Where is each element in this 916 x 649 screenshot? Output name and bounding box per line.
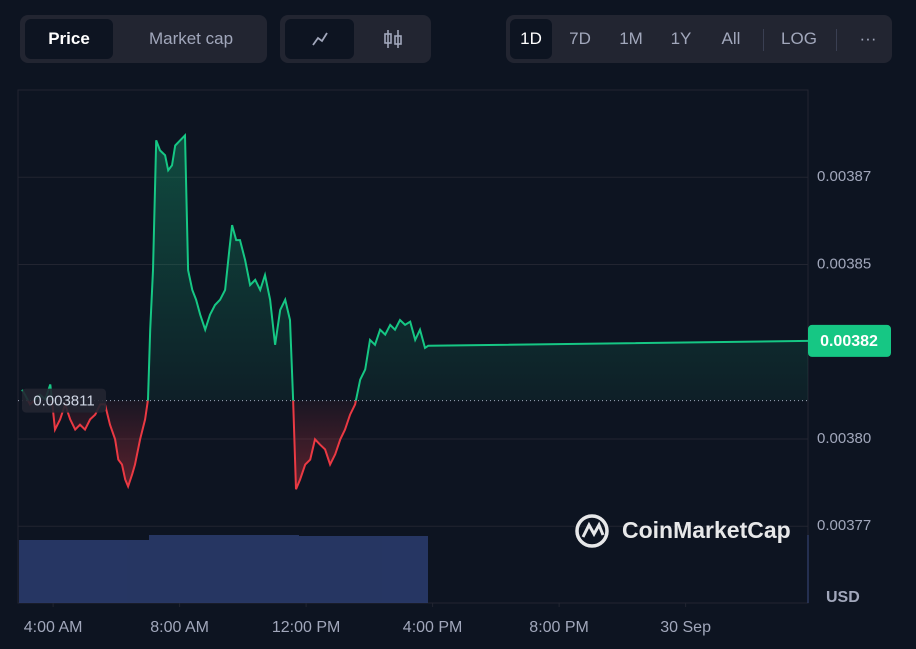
chart-style-group <box>280 15 431 63</box>
price-tab[interactable]: Price <box>25 19 113 59</box>
x-tick-label: 8:00 AM <box>150 619 209 636</box>
candle-icon <box>384 30 402 48</box>
volume <box>19 535 428 603</box>
line-icon <box>312 32 328 46</box>
range-button[interactable]: 1Y <box>670 29 692 48</box>
log-button[interactable]: LOG <box>781 29 817 48</box>
baseline-label-box <box>22 388 106 413</box>
price-line-down <box>26 400 357 490</box>
range-button[interactable]: All <box>721 29 741 48</box>
x-tick-label: 4:00 PM <box>403 619 463 636</box>
baseline-label: 0.003811 <box>33 393 94 410</box>
x-tick-label: 12:00 PM <box>272 619 340 636</box>
x-tick-label: 8:00 PM <box>529 619 589 636</box>
range-button[interactable]: 1M <box>619 29 643 48</box>
volume-block <box>299 536 428 603</box>
market-cap-tab[interactable]: Market cap <box>148 29 234 48</box>
line-style-button[interactable] <box>285 19 354 59</box>
y-tick-label: 0.00385 <box>817 255 871 272</box>
separator <box>836 29 837 51</box>
watermark: CoinMarketCap <box>575 514 791 548</box>
price-line-up <box>21 133 808 401</box>
watermark-text: CoinMarketCap <box>622 517 791 543</box>
separator <box>763 29 764 51</box>
area-up <box>22 135 808 401</box>
candle-style-button[interactable] <box>368 19 418 59</box>
x-tick-label: 30 Sep <box>660 619 711 636</box>
logo-ring <box>575 514 609 548</box>
volume-block <box>19 540 149 603</box>
y-tick-label: 0.00380 <box>817 430 871 447</box>
volume-block <box>149 535 299 603</box>
range-group: 1D 7D 1M 1Y All LOG ··· <box>506 15 892 63</box>
current-price-label: 0.00382 <box>820 333 878 350</box>
logo-mark <box>581 521 605 538</box>
tab-group: Price Market cap <box>20 15 267 63</box>
current-price-box <box>808 324 891 357</box>
grid <box>18 176 808 607</box>
series: 0.003811 0.00382 <box>18 133 891 490</box>
y-tick-label: 0.00387 <box>817 168 871 185</box>
more-button[interactable]: ··· <box>859 29 877 48</box>
y-tick-label: 0.00377 <box>817 517 871 534</box>
currency-label: USD <box>826 589 860 606</box>
x-tick-label: 4:00 AM <box>24 619 83 636</box>
range-button[interactable]: 7D <box>569 29 591 48</box>
range-button[interactable]: 1D <box>510 19 552 59</box>
